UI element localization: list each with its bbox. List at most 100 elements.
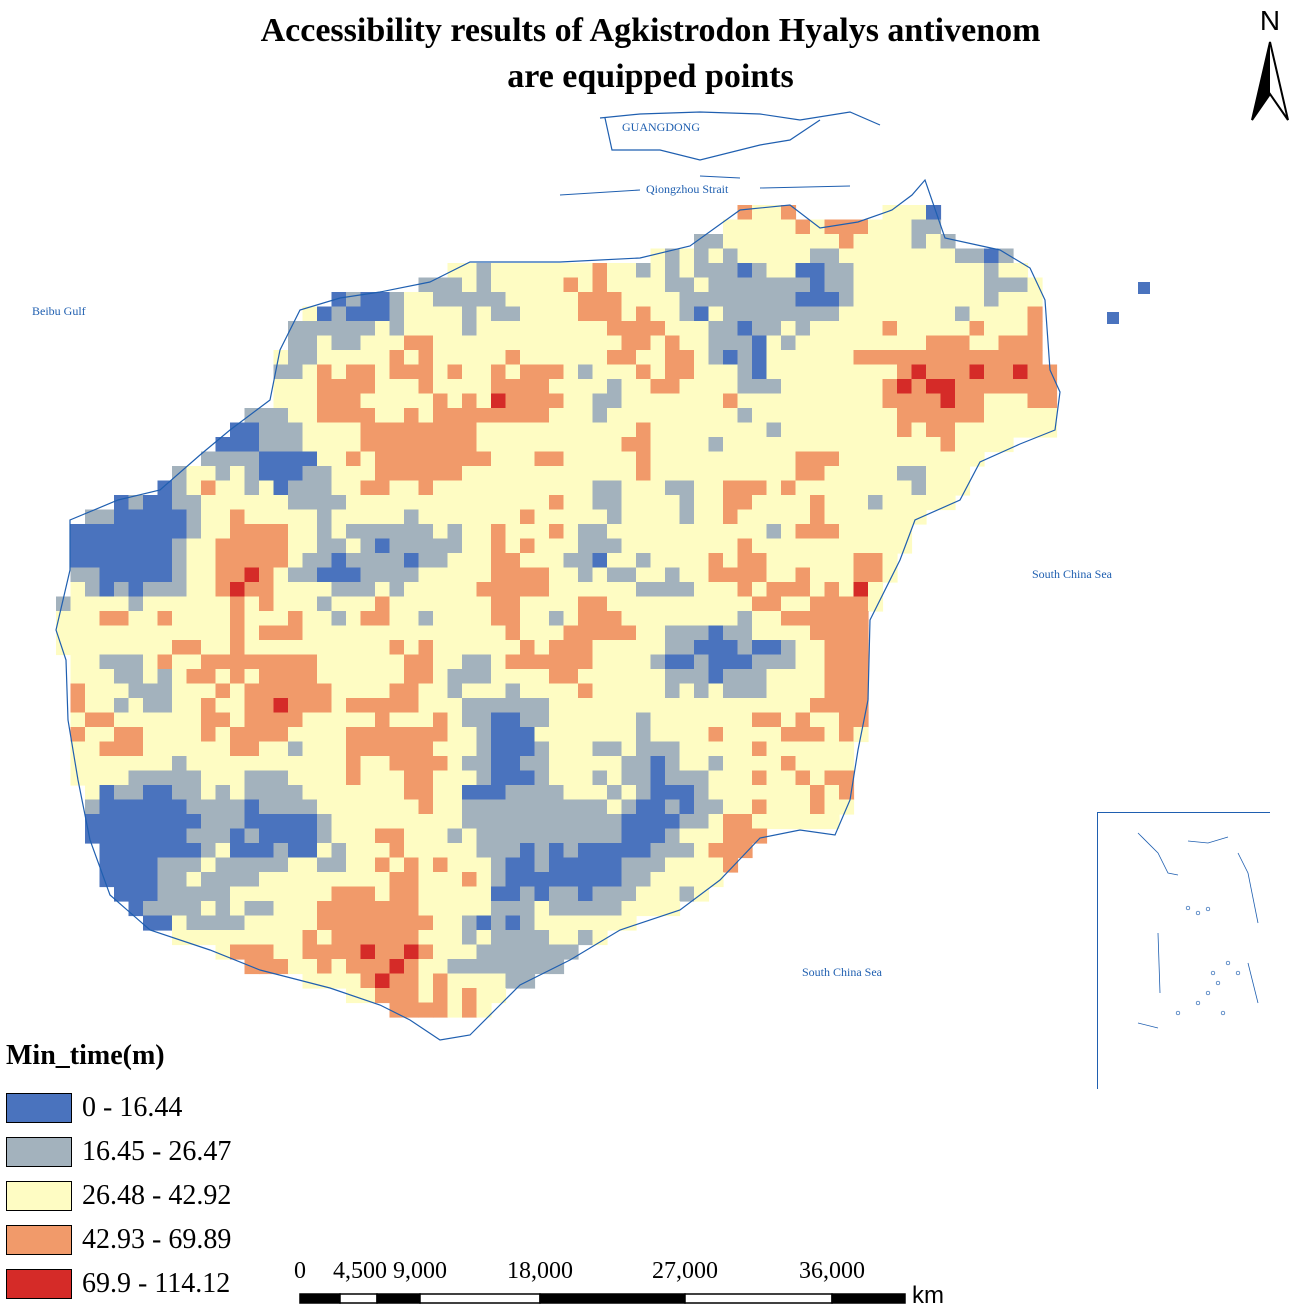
raster-cell <box>868 263 884 279</box>
raster-cell <box>636 335 652 351</box>
raster-cell <box>563 524 579 540</box>
raster-cell <box>839 234 855 250</box>
raster-cell <box>230 843 246 859</box>
raster-cell <box>433 292 449 308</box>
raster-cell <box>201 509 217 525</box>
raster-cell <box>679 451 695 467</box>
islands <box>1107 282 1150 324</box>
raster-cell <box>549 611 565 627</box>
raster-cell <box>186 857 202 873</box>
raster-cell <box>462 263 478 279</box>
raster-cell <box>795 306 811 322</box>
raster-cell <box>897 321 913 337</box>
raster-cell <box>607 872 623 888</box>
raster-cell <box>621 379 637 395</box>
raster-cell <box>723 350 739 366</box>
raster-cell <box>85 727 101 743</box>
raster-cell <box>737 756 753 772</box>
raster-cell <box>157 756 173 772</box>
raster-cell <box>665 741 681 757</box>
raster-cell <box>810 538 826 554</box>
raster-cell <box>766 553 782 569</box>
raster-cell <box>288 379 304 395</box>
raster-cell <box>346 509 362 525</box>
raster-cell <box>215 741 231 757</box>
raster-cell <box>273 843 289 859</box>
raster-cell <box>882 524 898 540</box>
raster-cell <box>650 770 666 786</box>
raster-cell <box>1027 364 1043 380</box>
raster-cell <box>433 741 449 757</box>
raster-cell <box>186 828 202 844</box>
raster-cell <box>549 712 565 728</box>
raster-cell <box>839 567 855 583</box>
raster-cell <box>592 379 608 395</box>
raster-cell <box>607 828 623 844</box>
raster-cell <box>723 669 739 685</box>
raster-cell <box>592 901 608 917</box>
raster-cell <box>1027 379 1043 395</box>
raster-cell <box>259 712 275 728</box>
raster-cell <box>346 959 362 975</box>
raster-cell <box>172 625 188 641</box>
raster-cell <box>476 306 492 322</box>
raster-cell <box>447 930 463 946</box>
raster-cell <box>766 263 782 279</box>
raster-cell <box>766 538 782 554</box>
raster-cell <box>752 437 768 453</box>
raster-cell <box>99 538 115 554</box>
raster-cell <box>578 799 594 815</box>
raster-cell <box>781 234 797 250</box>
raster-cell <box>940 437 956 453</box>
raster-cell <box>433 582 449 598</box>
raster-cell <box>404 509 420 525</box>
raster-cell <box>375 625 391 641</box>
raster-cell <box>679 698 695 714</box>
raster-cell <box>85 814 101 830</box>
raster-cell <box>476 727 492 743</box>
raster-cell <box>708 669 724 685</box>
raster-cell <box>621 669 637 685</box>
raster-cell <box>317 611 333 627</box>
raster-cell <box>853 263 869 279</box>
raster-cell <box>85 625 101 641</box>
raster-cell <box>607 741 623 757</box>
raster-cell <box>592 741 608 757</box>
raster-cell <box>549 553 565 569</box>
raster-cell <box>984 277 1000 293</box>
raster-cell <box>418 959 434 975</box>
raster-cell <box>505 596 521 612</box>
raster-cell <box>621 654 637 670</box>
raster-cell <box>447 451 463 467</box>
raster-cell <box>128 538 144 554</box>
raster-cell <box>462 698 478 714</box>
raster-cell <box>824 654 840 670</box>
raster-cell <box>853 538 869 554</box>
raster-cell <box>578 480 594 496</box>
raster-cell <box>201 698 217 714</box>
raster-cell <box>868 495 884 511</box>
raster-cell <box>810 364 826 380</box>
raster-cell <box>331 843 347 859</box>
raster-cell <box>708 857 724 873</box>
raster-cell <box>737 727 753 743</box>
raster-cell <box>520 567 536 583</box>
raster-cell <box>665 248 681 264</box>
raster-cell <box>853 248 869 264</box>
raster-cell <box>520 611 536 627</box>
raster-cell <box>505 538 521 554</box>
raster-cell <box>418 756 434 772</box>
raster-cell <box>85 611 101 627</box>
raster-cell <box>447 886 463 902</box>
raster-cell <box>505 567 521 583</box>
raster-cell <box>578 596 594 612</box>
raster-cell <box>114 741 130 757</box>
raster-cell <box>607 669 623 685</box>
raster-cell <box>491 495 507 511</box>
raster-cell <box>331 785 347 801</box>
raster-cell <box>636 306 652 322</box>
raster-cell <box>592 843 608 859</box>
raster-cell <box>607 843 623 859</box>
raster-cell <box>476 959 492 975</box>
raster-cell <box>534 306 550 322</box>
